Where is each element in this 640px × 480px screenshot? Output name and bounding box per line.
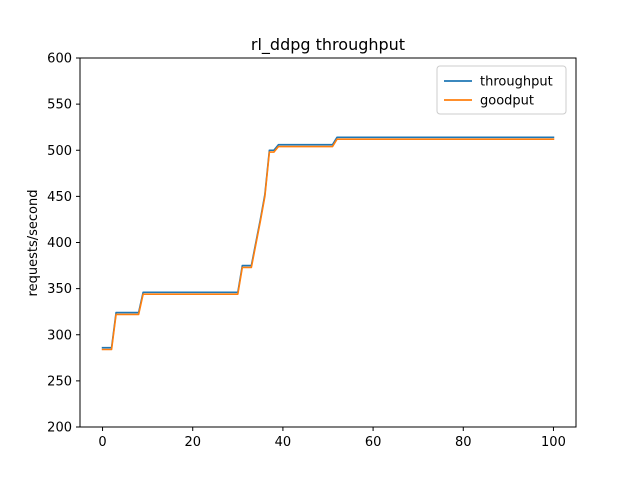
legend-label-goodput: goodput [480,94,534,109]
y-tick-label: 550 [47,98,72,113]
y-tick-label: 450 [47,190,72,205]
x-tick-label: 100 [541,435,566,450]
x-tick-label: 0 [98,435,106,450]
x-tick-label: 40 [275,435,292,450]
axes-layer: 0 20 40 60 80 100 200 250 300 350 400 450 500 550 600 [47,52,577,450]
legend: throughput goodput [436,65,567,115]
y-tick-label: 600 [47,52,72,67]
y-tick-label: 500 [47,144,72,159]
x-tick-label: 20 [184,435,201,450]
x-tick-label: 80 [455,435,472,450]
y-axis-label: requests/second [26,190,41,297]
y-tick-label: 400 [47,236,72,251]
legend-label-throughput: throughput [480,75,553,90]
series-line-goodput [101,138,555,351]
y-tick-label: 250 [47,374,72,389]
plot-background [80,58,576,427]
x-tick-label: 60 [365,435,382,450]
plot-area [80,58,576,427]
chart-title: rl_ddpg throughput [251,35,405,55]
y-tick-label: 300 [47,328,72,343]
series-layer [101,136,555,351]
y-tick-label: 350 [47,282,72,297]
y-tick-label: 200 [47,421,72,436]
legend-box [436,65,567,115]
